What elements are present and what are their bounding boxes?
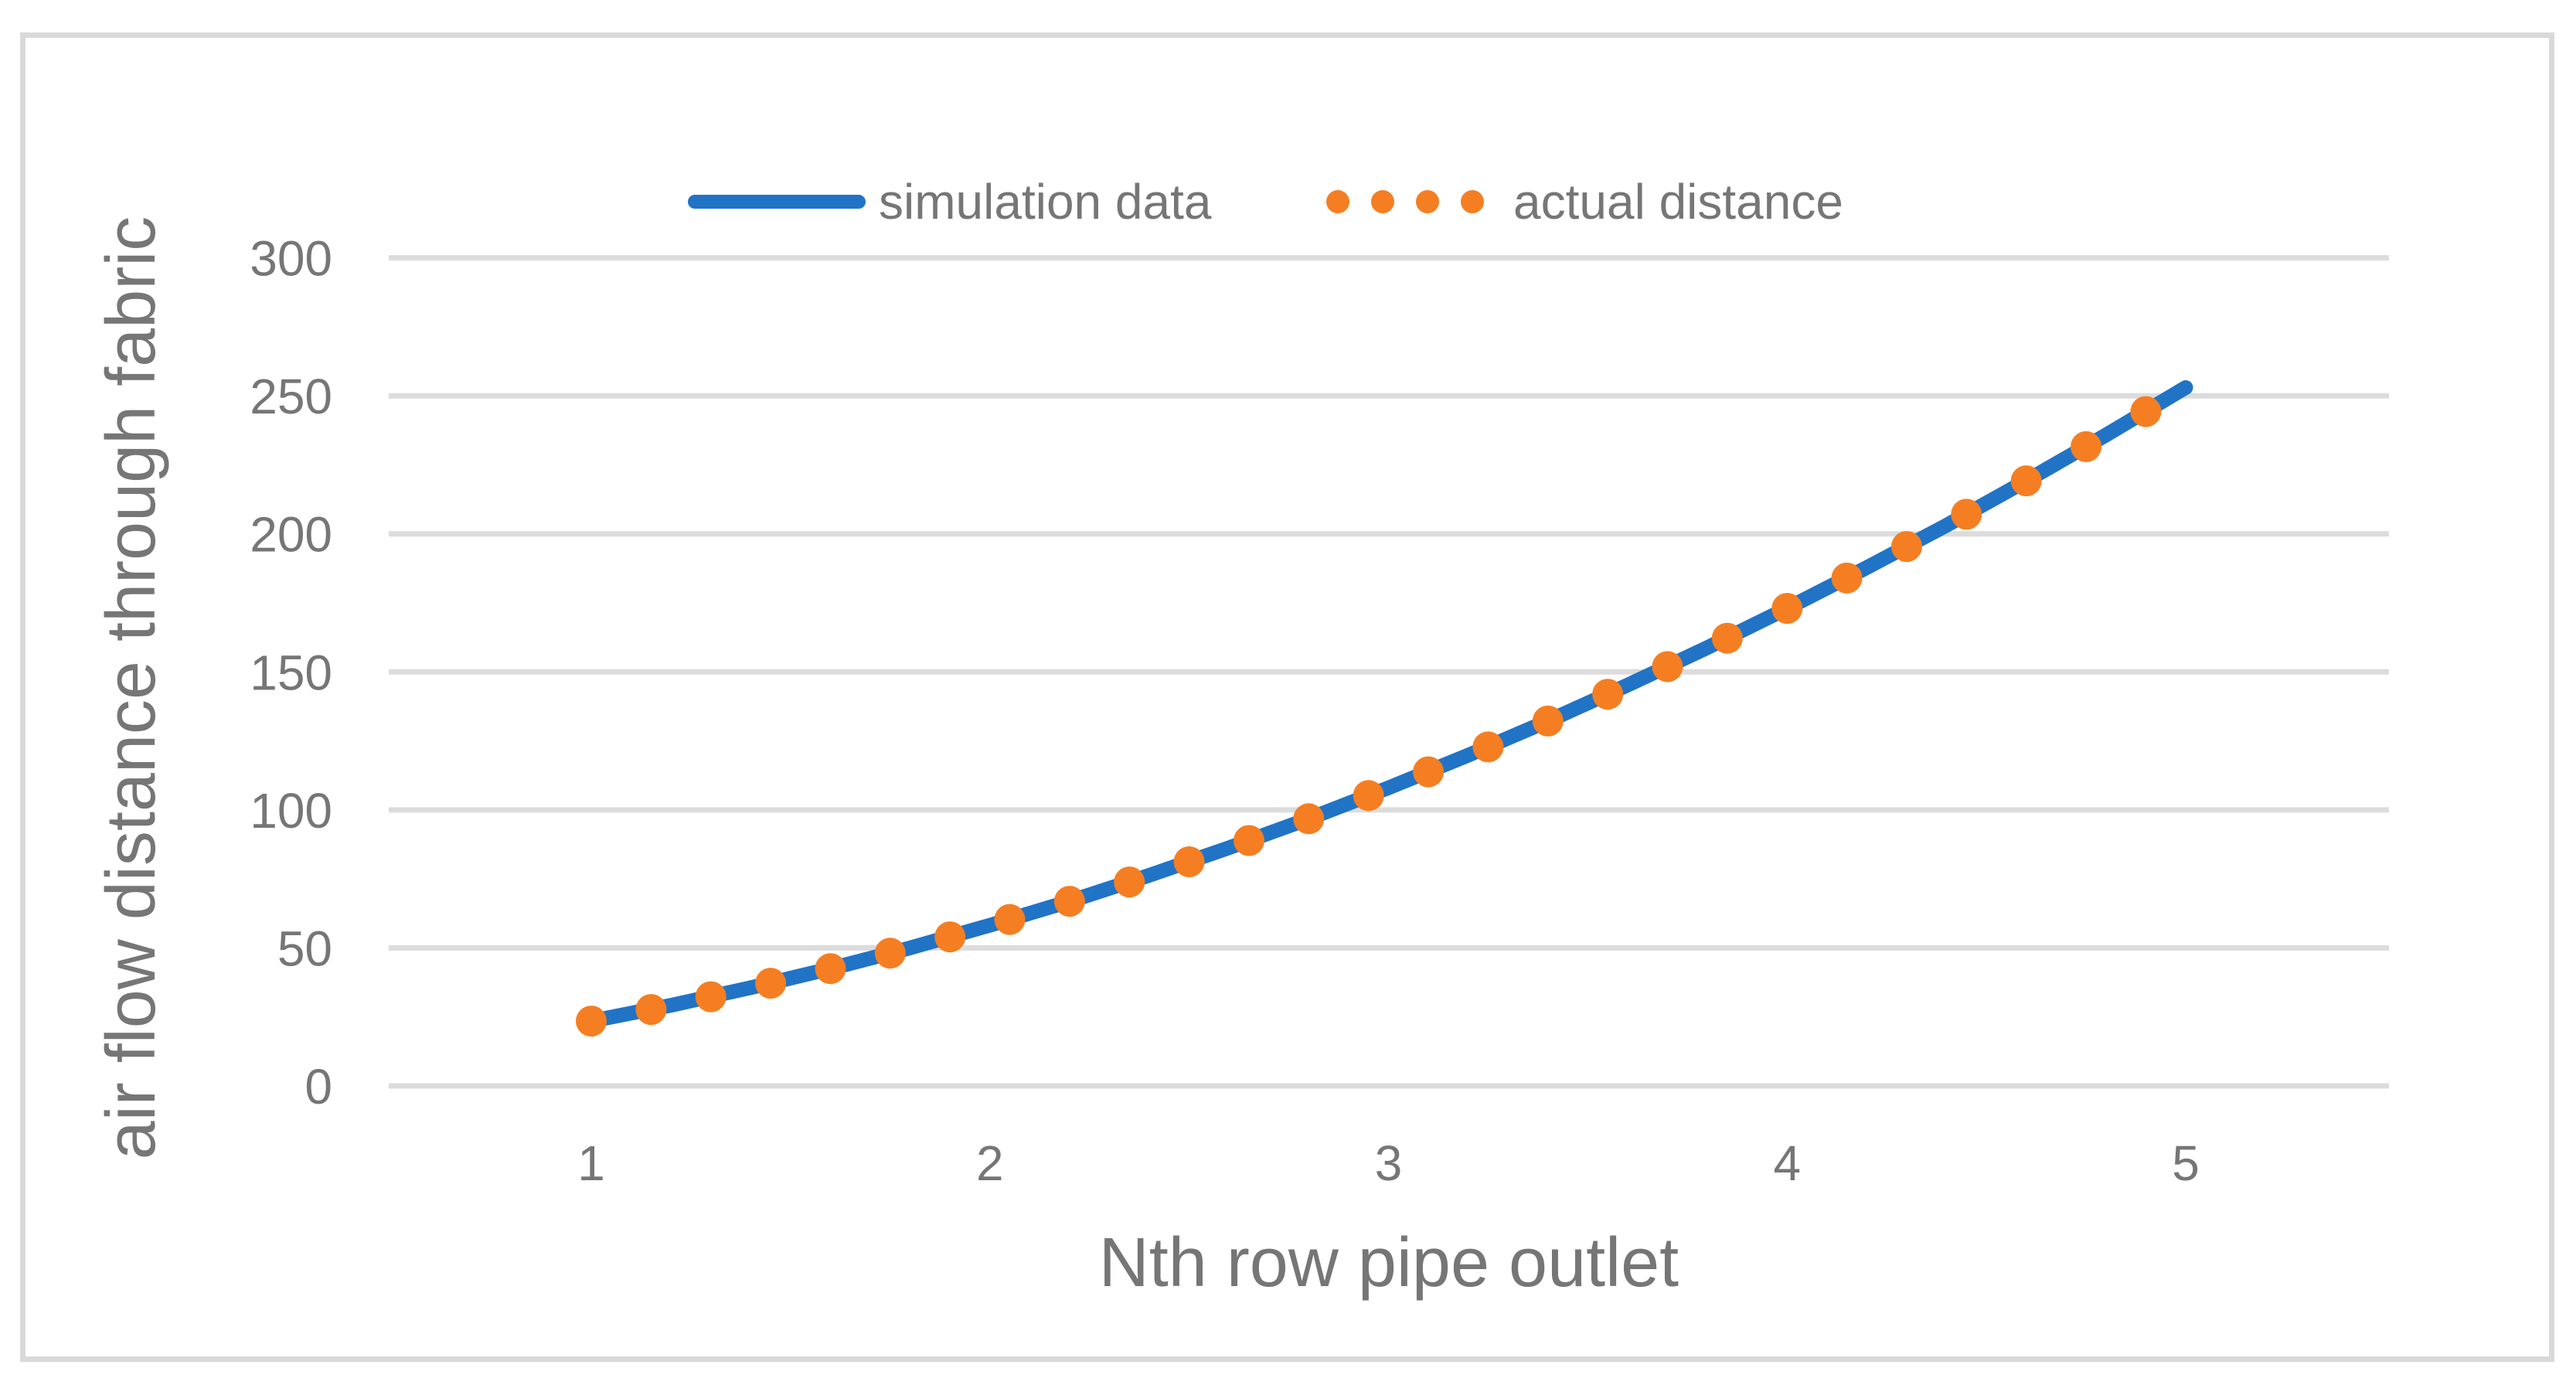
simulation-line-swatch	[688, 195, 866, 209]
data-point-dot	[1771, 593, 1803, 625]
data-point-dot	[755, 968, 787, 999]
x-tick-label: 2	[976, 1135, 1004, 1191]
y-axis-tick-labels: 0 50 100 150 200 250 300	[250, 231, 332, 1115]
data-point-dot	[2071, 431, 2102, 462]
data-point-dot	[576, 1006, 607, 1037]
y-tick-label: 300	[250, 231, 332, 287]
y-tick-label: 100	[250, 783, 332, 839]
x-axis-title: Nth row pipe outlet	[1098, 1224, 1679, 1302]
data-point-dot	[1293, 803, 1325, 835]
x-axis-tick-labels: 1 2 3 4 5	[577, 1135, 2200, 1191]
data-point-dot	[1472, 731, 1504, 763]
simulation-data-line	[584, 379, 2193, 1029]
data-point-dot	[1053, 886, 1085, 917]
y-tick-label: 50	[277, 921, 332, 976]
data-point-dot	[1234, 825, 1264, 856]
y-axis-title: air flow distance through fabric	[92, 216, 170, 1160]
data-point-dot	[994, 904, 1026, 935]
data-point-dot	[1652, 651, 1683, 682]
legend-label-simulation-data: simulation data	[879, 174, 1212, 230]
legend-dot-icon	[1371, 190, 1394, 213]
x-tick-label: 3	[1375, 1135, 1403, 1191]
y-tick-label: 250	[250, 369, 332, 424]
legend-item-simulation-data: simulation data	[688, 173, 1211, 230]
actual-distance-swatch	[1326, 190, 1484, 213]
data-point-dot	[1413, 756, 1445, 788]
data-point-dot	[934, 921, 966, 953]
x-tick-label: 5	[2172, 1135, 2200, 1191]
data-point-dot	[635, 994, 667, 1026]
data-point-dot	[1592, 679, 1624, 710]
data-point-dot	[1711, 622, 1743, 654]
data-point-dot	[874, 938, 906, 969]
data-point-dot	[1891, 531, 1922, 563]
legend-dot-icon	[1326, 190, 1349, 213]
y-tick-label: 150	[250, 645, 332, 700]
data-point-dot	[815, 953, 846, 985]
legend-label-actual-distance: actual distance	[1513, 174, 1843, 230]
legend-dot-icon	[1416, 190, 1439, 213]
x-tick-label: 1	[577, 1135, 605, 1191]
y-tick-label: 0	[305, 1059, 332, 1115]
data-point-dot	[2010, 465, 2042, 497]
y-tick-label: 200	[250, 507, 332, 563]
data-point-dot	[1831, 562, 1863, 594]
data-point-dot	[2130, 396, 2162, 427]
actual-distance-dots	[576, 396, 2162, 1037]
data-point-dot	[1532, 705, 1564, 737]
data-point-dot	[1114, 866, 1145, 898]
data-point-dot	[695, 981, 727, 1013]
legend-dot-icon	[1461, 190, 1484, 213]
data-point-dot	[1951, 499, 1982, 530]
data-point-dot	[1173, 846, 1205, 877]
chart-border-frame	[20, 32, 2554, 1362]
data-point-dot	[1353, 780, 1384, 812]
legend-item-actual-distance: actual distance	[1326, 173, 1843, 230]
x-tick-label: 4	[1773, 1135, 1801, 1191]
gridlines	[389, 255, 2389, 1089]
